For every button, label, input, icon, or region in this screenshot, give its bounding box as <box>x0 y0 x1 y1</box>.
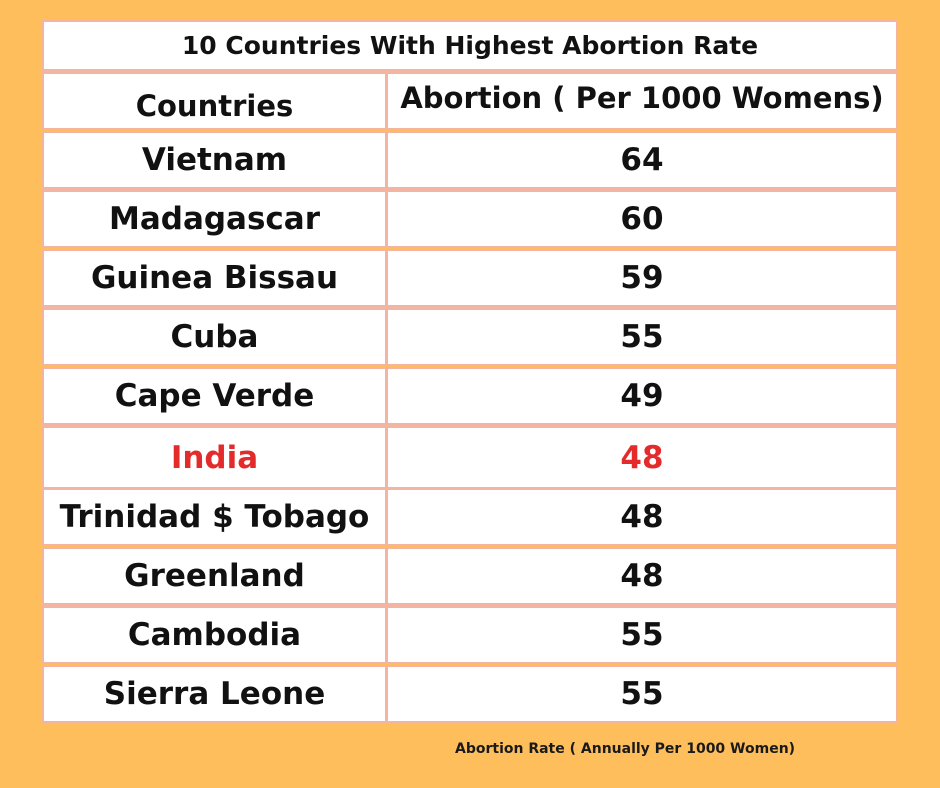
table-title: 10 Countries With Highest Abortion Rate <box>42 20 898 71</box>
country-cell: India <box>42 426 387 489</box>
country-cell: Greenland <box>42 547 387 605</box>
country-cell: Cuba <box>42 308 387 366</box>
country-cell: Guinea Bissau <box>42 249 387 307</box>
country-cell: Trinidad $ Tobago <box>42 488 387 546</box>
abortion-rate-cell: 59 <box>386 249 898 307</box>
abortion-rate-cell: 60 <box>386 190 898 248</box>
column-header-countries: Countries <box>42 72 387 130</box>
abortion-rate-cell: 55 <box>386 606 898 664</box>
column-header-abortion-rate: Abortion ( Per 1000 Womens) <box>386 72 898 130</box>
abortion-rate-cell: 48 <box>386 426 898 489</box>
abortion-rate-cell: 48 <box>386 488 898 546</box>
country-cell: Vietnam <box>42 131 387 189</box>
country-cell: Madagascar <box>42 190 387 248</box>
abortion-rate-cell: 64 <box>386 131 898 189</box>
abortion-rate-cell: 55 <box>386 665 898 723</box>
abortion-rate-cell: 49 <box>386 367 898 425</box>
country-cell: Cape Verde <box>42 367 387 425</box>
abortion-rate-cell: 55 <box>386 308 898 366</box>
country-cell: Cambodia <box>42 606 387 664</box>
footnote: Abortion Rate ( Annually Per 1000 Women) <box>455 741 796 757</box>
abortion-rate-cell: 48 <box>386 547 898 605</box>
country-cell: Sierra Leone <box>42 665 387 723</box>
